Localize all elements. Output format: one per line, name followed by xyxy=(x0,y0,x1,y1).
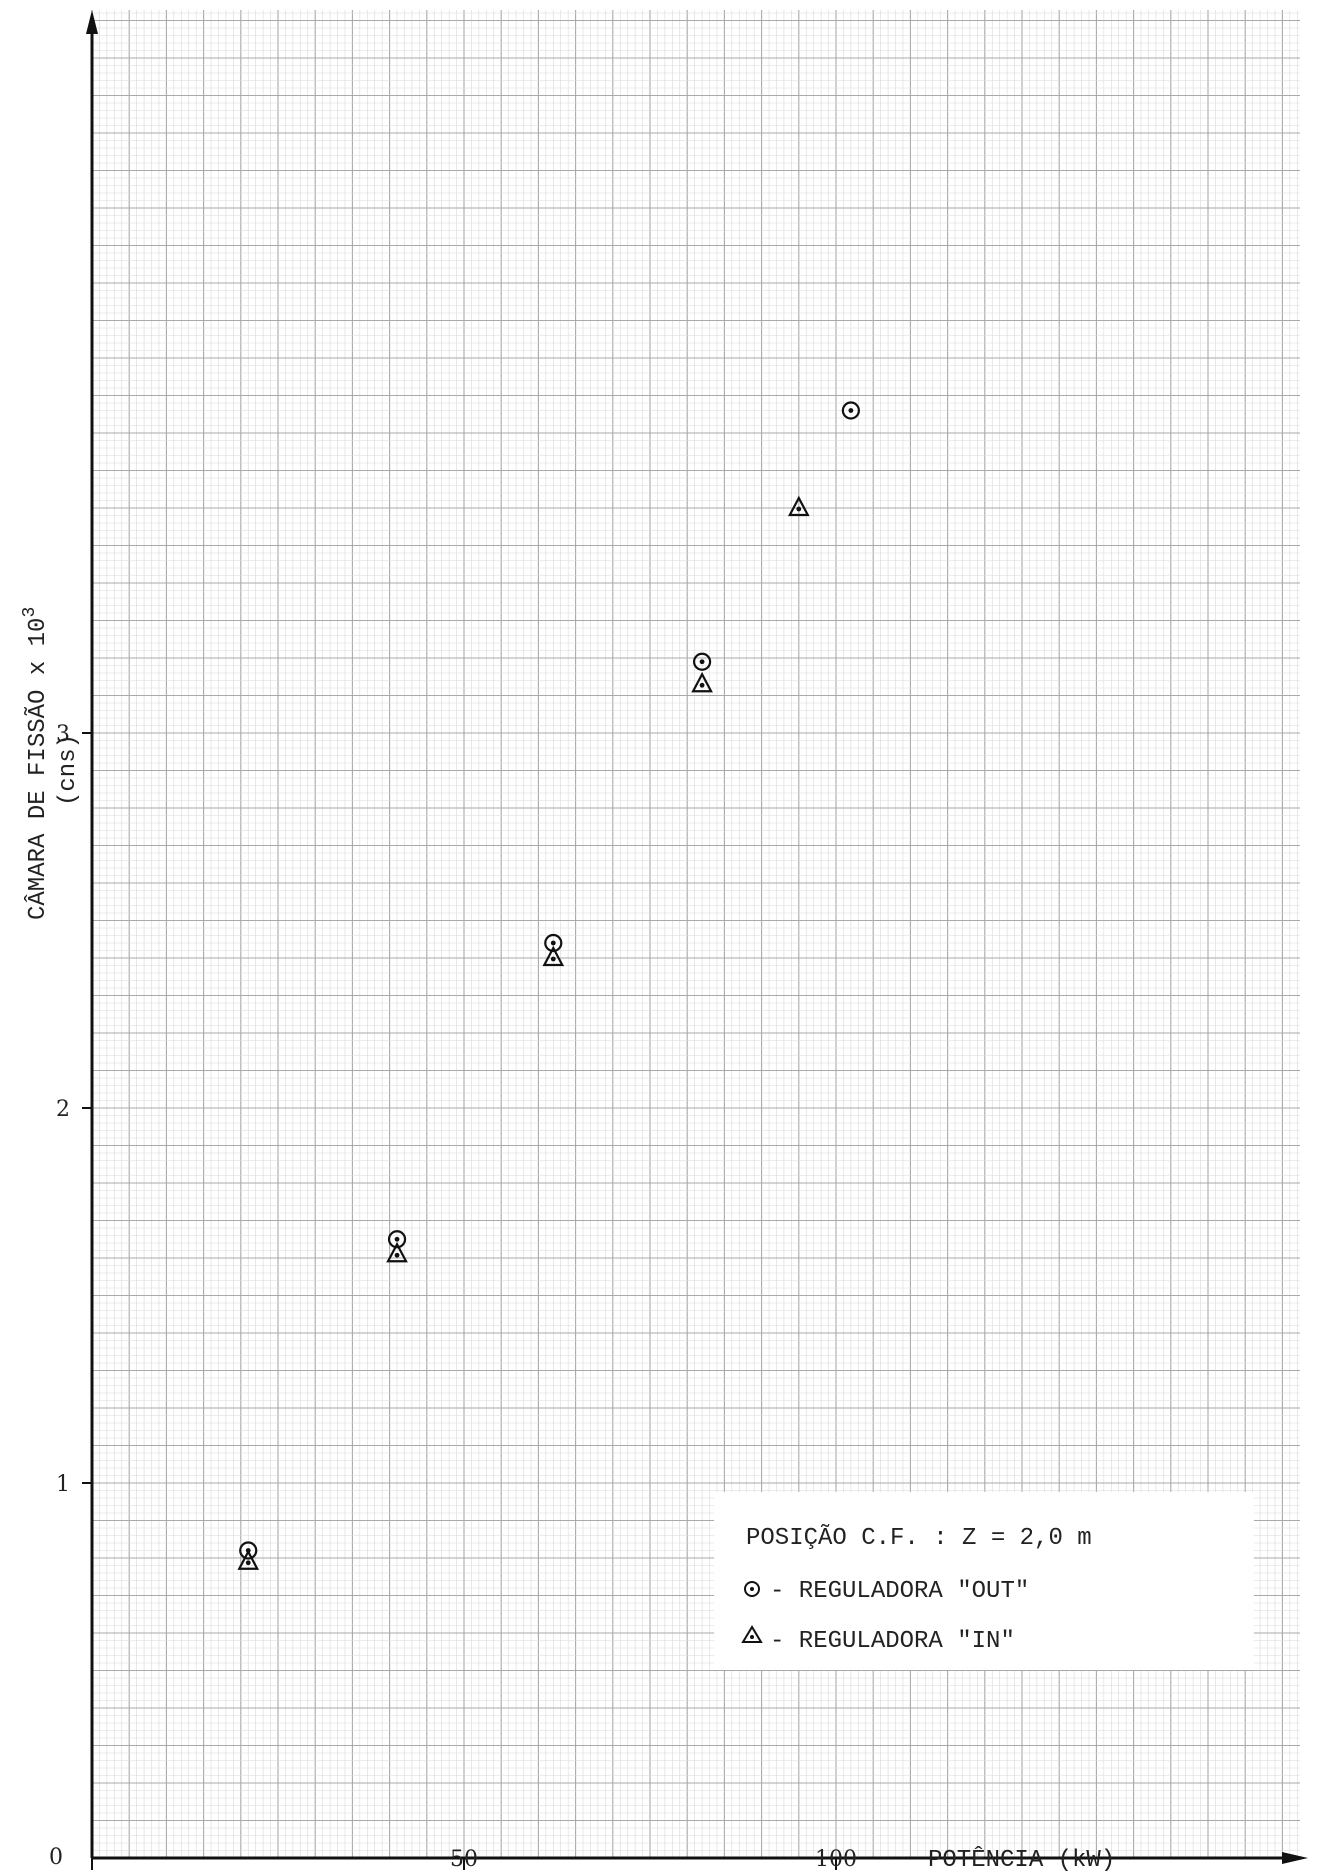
triangle-marker-center xyxy=(245,1560,251,1566)
circle-marker-icon xyxy=(387,1230,407,1249)
circle-marker-icon xyxy=(544,933,563,953)
triangle-marker-icon xyxy=(691,671,713,693)
legend-title: POSIÇÃO C.F. : Z = 2,0 m xyxy=(746,1524,1092,1552)
legend-item-in: - REGULADORA "IN" xyxy=(741,1625,1015,1655)
legend-circle-dot-icon xyxy=(744,1581,760,1597)
triangle-marker-center xyxy=(796,506,802,512)
circle-marker-center xyxy=(394,1236,400,1242)
x-axis-title: POTÊNCIA (kW) xyxy=(928,1846,1115,1872)
data-point-in xyxy=(237,1549,260,1570)
circle-marker-center xyxy=(848,408,854,413)
triangle-marker-icon xyxy=(787,495,810,517)
legend-label-out: - REGULADORA "OUT" xyxy=(770,1578,1029,1605)
triangle-marker-icon xyxy=(542,945,565,967)
circle-marker-icon xyxy=(692,652,712,671)
y-axis-title: CÂMARA DE FISSÃO x 103 xyxy=(20,607,52,920)
data-point-in xyxy=(386,1241,408,1263)
triangle-marker-icon xyxy=(237,1549,260,1570)
data-point-out xyxy=(692,652,712,671)
y-axis-title-exponent: 3 xyxy=(20,607,40,618)
x-tick-label: 0 xyxy=(49,1845,63,1870)
x-axis-arrow-icon xyxy=(1282,1852,1308,1864)
legend: POSIÇÃO C.F. : Z = 2,0 m - REGULADORA "O… xyxy=(714,1492,1254,1670)
data-point-in xyxy=(542,945,565,967)
y-tick-label: 2 xyxy=(56,1097,70,1122)
legend-triangle-center xyxy=(750,1635,754,1639)
svg-text:CÂMARA DE FISSÃO x 103: CÂMARA DE FISSÃO x 103 xyxy=(20,607,52,920)
y-axis-unit-text: (cns) xyxy=(55,734,82,806)
ticks: 1 2 3 0 50 100 xyxy=(49,722,857,1872)
circle-marker-center xyxy=(699,659,705,665)
x-tick-label: 100 xyxy=(815,1847,857,1872)
circle-marker-icon xyxy=(239,1541,258,1560)
y-tick-label: 1 xyxy=(56,1472,70,1497)
triangle-marker-center xyxy=(394,1252,400,1258)
triangle-marker-center xyxy=(699,682,705,688)
y-axis-unit: (cns) xyxy=(55,734,82,806)
legend-triangle-icon xyxy=(741,1625,763,1643)
circle-marker-icon xyxy=(841,401,860,420)
y-axis-title-text: CÂMARA DE FISSÃO x 10 xyxy=(24,618,52,920)
legend-box xyxy=(714,1492,1254,1670)
legend-circle-center xyxy=(750,1587,754,1591)
data-point-in xyxy=(691,671,713,693)
triangle-marker-icon xyxy=(386,1241,408,1263)
data-point-out xyxy=(841,401,860,420)
circle-marker-center xyxy=(550,940,556,946)
legend-label-in: - REGULADORA "IN" xyxy=(770,1628,1015,1655)
axes xyxy=(86,10,1308,1864)
marks xyxy=(237,401,860,1570)
y-tick-label: 3 xyxy=(56,722,70,747)
triangle-marker-center xyxy=(550,956,556,962)
legend-item-out: - REGULADORA "OUT" xyxy=(744,1578,1029,1605)
y-axis-arrow-icon xyxy=(86,10,98,34)
data-point-out xyxy=(387,1230,407,1249)
x-tick-label: 50 xyxy=(450,1847,478,1872)
data-point-out xyxy=(544,933,563,953)
data-point-in xyxy=(787,495,810,517)
